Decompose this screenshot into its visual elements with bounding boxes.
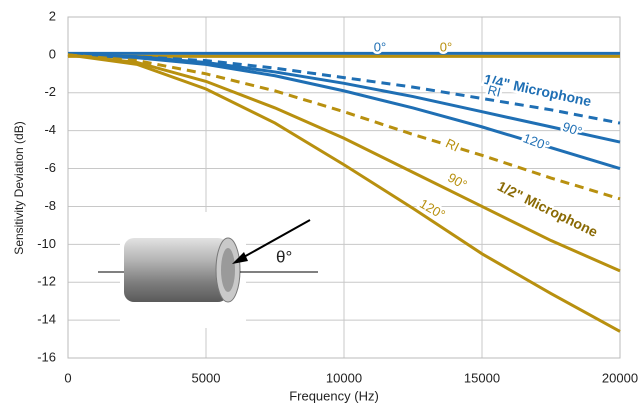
y-tick-label: 0 — [49, 46, 56, 61]
x-axis-label: Frequency (Hz) — [289, 388, 379, 403]
y-tick-label: -16 — [37, 349, 56, 364]
x-tick-label: 15000 — [464, 370, 500, 385]
series-label: 0° — [440, 39, 452, 54]
angle-label: θ° — [276, 247, 292, 266]
series-line — [67, 53, 621, 273]
plot-border — [67, 16, 621, 359]
y-tick-label: -4 — [44, 122, 56, 137]
series-label: 120° — [417, 196, 448, 222]
y-tick-label: -6 — [44, 160, 56, 175]
series-line — [67, 53, 621, 201]
microphone-photo — [98, 212, 318, 328]
x-tick-label: 0 — [64, 370, 71, 385]
x-tick-label: 20000 — [602, 370, 638, 385]
y-tick-label: -14 — [37, 312, 56, 327]
series-label: 120° — [521, 130, 551, 153]
y-tick-label: -8 — [44, 198, 56, 213]
y-tick-label: 2 — [49, 8, 56, 23]
y-tick-label: -12 — [37, 274, 56, 289]
x-tick-label: 10000 — [326, 370, 362, 385]
series-line — [67, 53, 621, 170]
series-label: RI — [486, 82, 502, 100]
y-tick-label: -2 — [44, 84, 56, 99]
series-label: RI — [443, 135, 461, 154]
series-line — [67, 53, 621, 333]
y-tick-label: -10 — [37, 236, 56, 251]
y-axis-label: Sensitivity Deviation (dB) — [12, 121, 26, 254]
x-tick-label: 5000 — [192, 370, 221, 385]
series-label: 0° — [374, 39, 386, 54]
annotation: 1/2" Microphone — [495, 178, 600, 240]
series-label: 90° — [561, 119, 584, 139]
